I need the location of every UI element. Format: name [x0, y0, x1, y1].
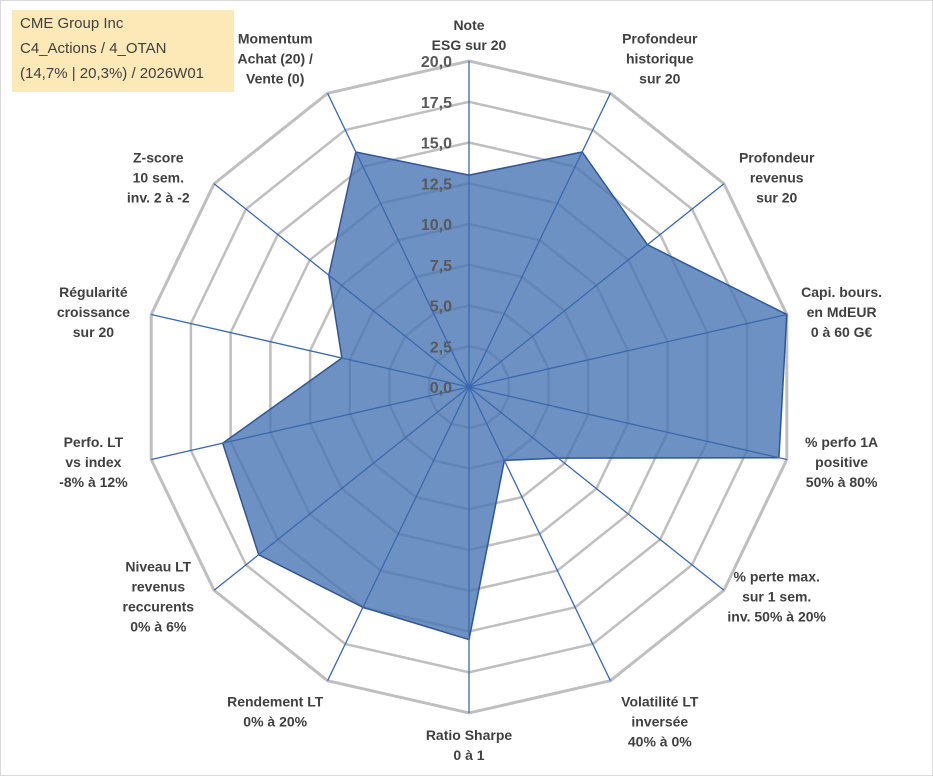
axis-label-5: % perfo 1A positive 50% à 80%: [805, 434, 878, 490]
spoke-10: [213, 386, 470, 591]
tick-label: 17,5: [421, 95, 452, 112]
spoke-11: [151, 386, 470, 461]
axis-label-14: Momentum Achat (20) / Vente (0): [237, 30, 313, 86]
tick-label: 12,5: [421, 176, 452, 193]
company-name: CME Group Inc: [20, 15, 124, 32]
spoke-4: [468, 313, 787, 388]
axis-label-line: Vente (0): [246, 70, 304, 86]
spoke-9: [327, 386, 470, 681]
axis-label-line: Profondeur: [739, 150, 815, 166]
axis-label-line: Perfo. LT: [64, 434, 124, 450]
tick-label: 10,0: [421, 217, 452, 234]
axis-label-line: ESG sur 20: [432, 37, 507, 53]
axis-label-line: revenus: [131, 579, 185, 595]
axis-label-line: sur 20: [73, 324, 114, 340]
spoke-7: [468, 386, 611, 681]
axis-label-line: 10 sem.: [133, 170, 184, 186]
spoke-6: [468, 386, 725, 591]
tick-label: 7,5: [430, 258, 452, 275]
axis-label-2: Profondeur historique sur 20: [622, 30, 698, 86]
axis-label-line: inv. 2 à -2: [127, 190, 190, 206]
stats-label: (14,7% | 20,3%) / 2026W01: [20, 65, 204, 82]
axis-label-line: % perfo 1A: [805, 434, 878, 450]
tick-label: 2,5: [430, 339, 452, 356]
radar-axis-labels: Note ESG sur 20 Profondeur historique sur 20…: [57, 17, 882, 763]
axis-label-line: 0% à 20%: [243, 714, 307, 730]
axis-label-12: Régularité croissance sur 20: [57, 284, 130, 340]
axis-label-line: historique: [626, 50, 694, 66]
axis-label-line: Z-score: [133, 150, 184, 166]
axis-label-line: Note: [453, 17, 484, 33]
axis-label-line: croissance: [57, 304, 130, 320]
axis-label-line: 50% à 80%: [806, 474, 878, 490]
axis-label-line: Profondeur: [622, 30, 698, 46]
axis-label-7: Volatilité LT inversée 40% à 0%: [621, 694, 699, 750]
axis-label-line: -8% à 12%: [59, 474, 128, 490]
axis-label-line: vs index: [65, 454, 121, 470]
axis-label-line: Capi. bours.: [801, 284, 882, 300]
category-label: C4_Actions / 4_OTAN: [20, 40, 167, 57]
axis-label-line: 0% à 6%: [130, 619, 187, 635]
info-box: CME Group Inc C4_Actions / 4_OTAN (14,7%…: [12, 10, 234, 92]
axis-label-10: Niveau LT revenus reccurents 0% à 6%: [123, 559, 195, 635]
spoke-12: [151, 313, 470, 388]
axis-label-line: Rendement LT: [227, 694, 324, 710]
spoke-14: [327, 93, 470, 388]
spoke-13: [213, 183, 470, 388]
axis-label-line: Achat (20) /: [237, 50, 313, 66]
axis-label-6: % perte max. sur 1 sem. inv. 50% à 20%: [727, 569, 826, 625]
axis-label-line: positive: [815, 454, 868, 470]
axis-label-9: Rendement LT 0% à 20%: [227, 694, 324, 730]
spoke-2: [468, 93, 611, 388]
axis-label-line: 0 à 60 G€: [811, 324, 873, 340]
axis-label-line: Régularité: [59, 284, 128, 300]
axis-label-line: en MdEUR: [807, 304, 877, 320]
tick-label: 5,0: [430, 299, 452, 316]
axis-label-line: revenus: [750, 170, 804, 186]
spoke-3: [468, 183, 725, 388]
axis-label-line: inv. 50% à 20%: [727, 609, 826, 625]
axis-label-line: sur 1 sem.: [742, 589, 811, 605]
axis-label-line: Volatilité LT: [621, 694, 699, 710]
axis-label-3: Profondeur revenus sur 20: [739, 150, 815, 206]
axis-label-line: inversée: [631, 714, 688, 730]
axis-label-line: Momentum: [238, 30, 313, 46]
radar-tick-labels: 0,0 2,5 5,0 7,5 10,0 12,5 15,0 17,5 20,0: [421, 54, 452, 397]
tick-label: 15,0: [421, 136, 452, 153]
tick-label: 0,0: [430, 380, 452, 397]
axis-label-11: Perfo. LT vs index -8% à 12%: [59, 434, 128, 490]
axis-label-13: Z-score 10 sem. inv. 2 à -2: [127, 150, 190, 206]
axis-label-8: Ratio Sharpe 0 à 1: [426, 727, 513, 763]
axis-label-line: % perte max.: [734, 569, 820, 585]
axis-label-line: Niveau LT: [125, 559, 191, 575]
tick-label: 20,0: [421, 54, 452, 71]
axis-label-line: Ratio Sharpe: [426, 727, 513, 743]
axis-label-line: sur 20: [639, 70, 680, 86]
axis-label-line: reccurents: [123, 599, 195, 615]
axis-label-line: 40% à 0%: [628, 734, 692, 750]
spoke-5: [468, 386, 787, 461]
axis-label-line: sur 20: [756, 190, 797, 206]
axis-label-line: 0 à 1: [453, 747, 484, 763]
axis-label-1: Note ESG sur 20: [432, 17, 507, 53]
axis-label-4: Capi. bours. en MdEUR 0 à 60 G€: [801, 284, 882, 340]
radar-spokes: [151, 61, 787, 713]
